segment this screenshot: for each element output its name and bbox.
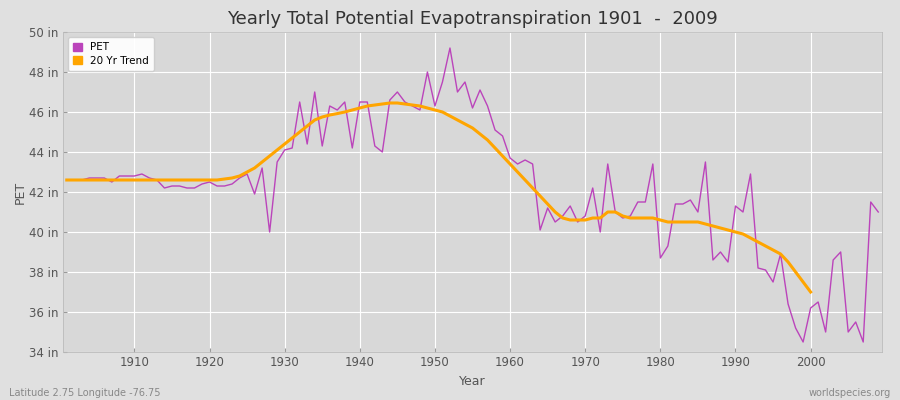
Text: Latitude 2.75 Longitude -76.75: Latitude 2.75 Longitude -76.75	[9, 388, 160, 398]
Legend: PET, 20 Yr Trend: PET, 20 Yr Trend	[68, 37, 154, 71]
Text: worldspecies.org: worldspecies.org	[809, 388, 891, 398]
Y-axis label: PET: PET	[14, 180, 26, 204]
X-axis label: Year: Year	[459, 375, 486, 388]
Title: Yearly Total Potential Evapotranspiration 1901  -  2009: Yearly Total Potential Evapotranspiratio…	[227, 10, 718, 28]
